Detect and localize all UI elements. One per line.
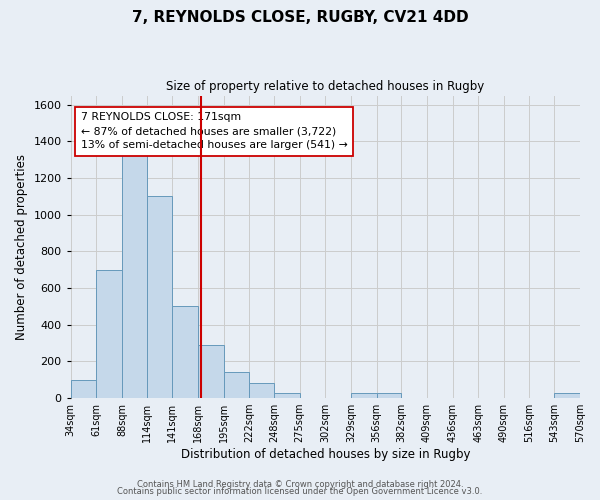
Bar bbox=[554, 392, 580, 398]
Bar bbox=[147, 196, 172, 398]
Text: Contains HM Land Registry data © Crown copyright and database right 2024.: Contains HM Land Registry data © Crown c… bbox=[137, 480, 463, 489]
Bar bbox=[198, 345, 224, 398]
X-axis label: Distribution of detached houses by size in Rugby: Distribution of detached houses by size … bbox=[181, 448, 470, 461]
Title: Size of property relative to detached houses in Rugby: Size of property relative to detached ho… bbox=[166, 80, 484, 93]
Bar bbox=[71, 380, 97, 398]
Bar bbox=[377, 392, 401, 398]
Bar bbox=[224, 372, 250, 398]
Bar bbox=[122, 154, 147, 398]
Bar bbox=[351, 392, 377, 398]
Bar bbox=[172, 306, 198, 398]
Text: 7 REYNOLDS CLOSE: 171sqm
← 87% of detached houses are smaller (3,722)
13% of sem: 7 REYNOLDS CLOSE: 171sqm ← 87% of detach… bbox=[81, 112, 347, 150]
Text: 7, REYNOLDS CLOSE, RUGBY, CV21 4DD: 7, REYNOLDS CLOSE, RUGBY, CV21 4DD bbox=[131, 10, 469, 25]
Bar bbox=[97, 270, 122, 398]
Bar bbox=[274, 392, 299, 398]
Bar bbox=[250, 384, 274, 398]
Text: Contains public sector information licensed under the Open Government Licence v3: Contains public sector information licen… bbox=[118, 488, 482, 496]
Y-axis label: Number of detached properties: Number of detached properties bbox=[15, 154, 28, 340]
